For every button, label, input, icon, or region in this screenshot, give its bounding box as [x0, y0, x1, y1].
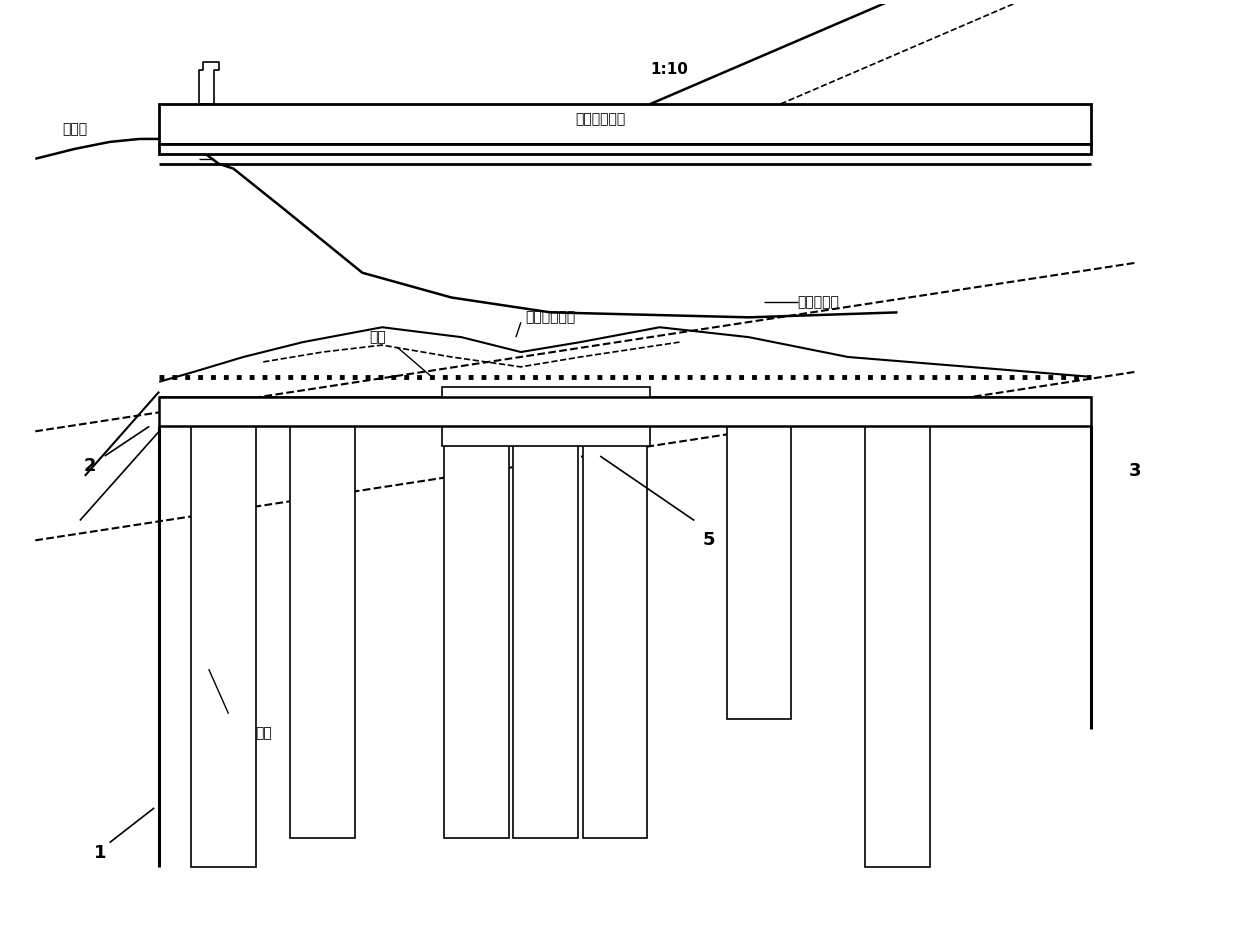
Text: 1: 1 — [93, 843, 105, 861]
Text: 2: 2 — [83, 457, 95, 475]
Bar — [441, 386, 650, 446]
Bar — [444, 397, 508, 838]
Text: 桶基处地面线: 桶基处地面线 — [526, 310, 575, 324]
Bar — [866, 426, 930, 868]
Text: 1:10: 1:10 — [651, 62, 688, 77]
Text: 3: 3 — [1130, 462, 1142, 480]
Bar — [583, 397, 647, 838]
Text: 地层分界线: 地层分界线 — [797, 295, 839, 309]
Bar — [290, 426, 355, 838]
Bar — [727, 426, 791, 719]
Bar — [191, 426, 255, 868]
Text: 5: 5 — [703, 532, 715, 549]
Text: 桶基: 桶基 — [255, 726, 272, 740]
Text: 水泥稳定碎石: 水泥稳定碎石 — [575, 112, 625, 126]
Text: 承台: 承台 — [368, 331, 386, 344]
Bar — [159, 104, 1091, 144]
Text: 地面线: 地面线 — [62, 122, 88, 136]
Bar — [513, 397, 578, 838]
Bar — [159, 144, 1091, 154]
Bar — [159, 397, 1091, 426]
